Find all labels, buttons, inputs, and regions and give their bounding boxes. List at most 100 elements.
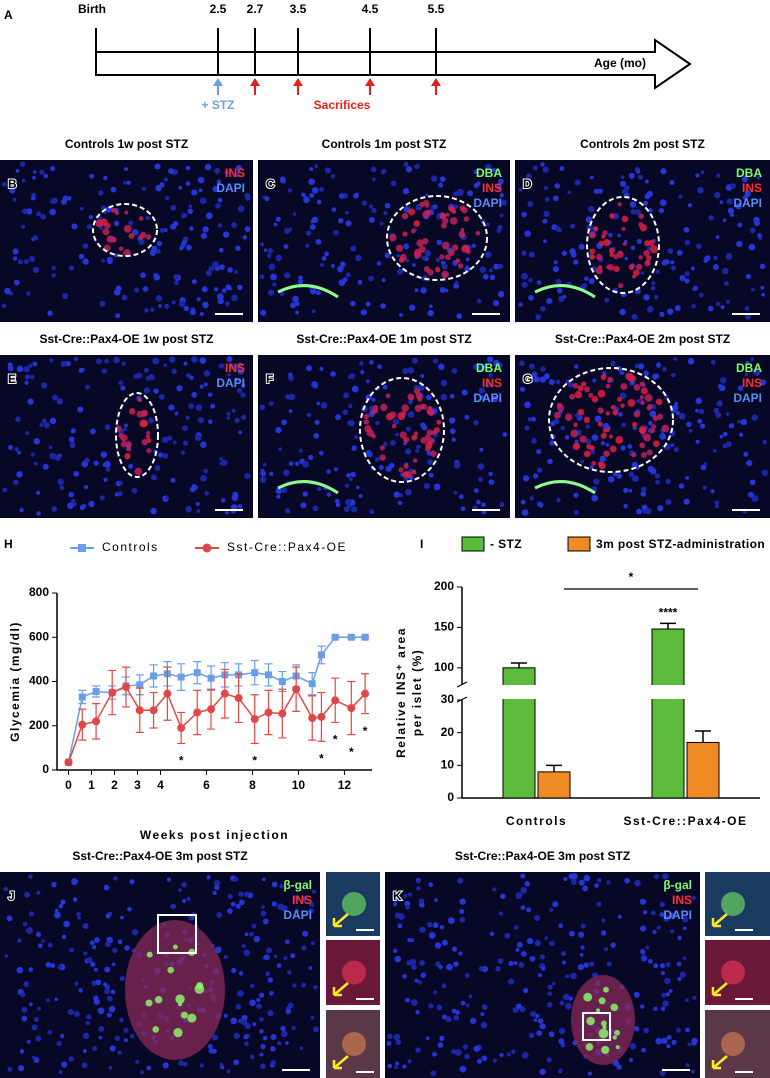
- nucleus: [189, 309, 196, 316]
- nucleus: [561, 250, 568, 257]
- nucleus: [449, 394, 455, 399]
- nucleus: [449, 428, 456, 434]
- nucleus: [68, 436, 75, 443]
- ins-cell: [441, 270, 449, 279]
- nucleus: [428, 932, 436, 939]
- nucleus: [57, 478, 64, 485]
- nucleus: [567, 382, 574, 388]
- nucleus: [407, 1059, 412, 1064]
- ins-cell: [633, 384, 641, 391]
- nucleus: [492, 887, 497, 892]
- nucleus: [281, 487, 288, 494]
- nucleus: [668, 989, 673, 993]
- nucleus: [481, 502, 486, 508]
- nucleus: [178, 888, 183, 892]
- nucleus: [21, 178, 26, 183]
- nucleus: [293, 895, 300, 902]
- nucleus: [403, 476, 409, 482]
- nucleus: [259, 476, 267, 483]
- nucleus: [9, 187, 16, 194]
- nucleus: [61, 934, 67, 940]
- nucleus: [646, 306, 654, 313]
- nucleus: [276, 494, 281, 499]
- nucleus: [32, 266, 40, 274]
- nucleus: [26, 927, 33, 934]
- ins-cell: [632, 274, 637, 279]
- nucleus: [661, 1037, 668, 1044]
- nucleus: [716, 400, 723, 407]
- nucleus: [480, 395, 486, 401]
- nucleus: [584, 276, 589, 281]
- nucleus: [67, 1009, 74, 1016]
- nucleus: [230, 967, 237, 974]
- ins-cell: [363, 413, 370, 420]
- legend-label: - STZ: [490, 537, 522, 551]
- nucleus: [124, 423, 128, 428]
- nucleus: [651, 281, 656, 286]
- nucleus: [275, 216, 281, 222]
- nucleus: [183, 361, 188, 366]
- nucleus: [659, 199, 667, 206]
- nucleus: [427, 459, 433, 465]
- ins-cell: [579, 435, 587, 443]
- nucleus: [521, 250, 527, 256]
- nucleus: [269, 471, 274, 476]
- nucleus: [700, 464, 707, 471]
- nucleus: [16, 938, 22, 944]
- nucleus: [433, 483, 441, 491]
- nucleus: [397, 500, 403, 506]
- nucleus: [665, 478, 671, 485]
- nucleus: [90, 428, 96, 435]
- nucleus: [273, 954, 278, 959]
- ins-cell: [385, 393, 391, 399]
- nucleus: [365, 301, 371, 307]
- ins-cell: [595, 253, 603, 261]
- nucleus: [36, 511, 41, 516]
- nucleus: [7, 365, 14, 372]
- ins-cell: [397, 412, 406, 421]
- ins-cell: [602, 230, 608, 236]
- panel-label: C: [266, 177, 275, 191]
- ins-cell: [583, 450, 591, 458]
- nucleus: [659, 901, 666, 908]
- nucleus: [272, 282, 277, 287]
- nucleus: [473, 488, 479, 494]
- ins-cell: [608, 247, 615, 254]
- nucleus: [181, 450, 185, 455]
- nucleus: [202, 226, 209, 233]
- nucleus: [722, 218, 727, 223]
- nucleus: [389, 462, 395, 469]
- ins-cell: [418, 245, 426, 253]
- nucleus: [301, 896, 307, 902]
- nucleus: [567, 190, 572, 195]
- nucleus: [298, 448, 303, 453]
- nucleus: [541, 966, 546, 971]
- nucleus: [94, 937, 100, 943]
- nucleus: [418, 898, 425, 904]
- ins-cell: [622, 241, 627, 246]
- ins-cell: [573, 422, 578, 428]
- nucleus: [751, 495, 759, 502]
- nucleus: [253, 935, 261, 943]
- nucleus: [309, 224, 316, 230]
- nucleus: [414, 163, 420, 170]
- nucleus: [283, 469, 290, 477]
- nucleus: [199, 384, 204, 389]
- nucleus: [520, 886, 528, 894]
- nucleus: [227, 908, 233, 914]
- ins-cell: [389, 233, 397, 242]
- nucleus: [32, 170, 37, 174]
- nucleus: [407, 892, 412, 897]
- nucleus: [671, 1039, 677, 1045]
- nucleus: [656, 925, 661, 930]
- nucleus: [290, 302, 296, 309]
- nucleus: [744, 193, 749, 199]
- ins-cell: [402, 231, 408, 237]
- ins-cell: [137, 398, 142, 403]
- ins-cell: [379, 445, 386, 451]
- nucleus: [117, 1050, 122, 1055]
- nucleus: [578, 879, 585, 886]
- nucleus: [355, 485, 360, 490]
- bgal-cell: [154, 996, 163, 1004]
- nucleus: [579, 952, 584, 957]
